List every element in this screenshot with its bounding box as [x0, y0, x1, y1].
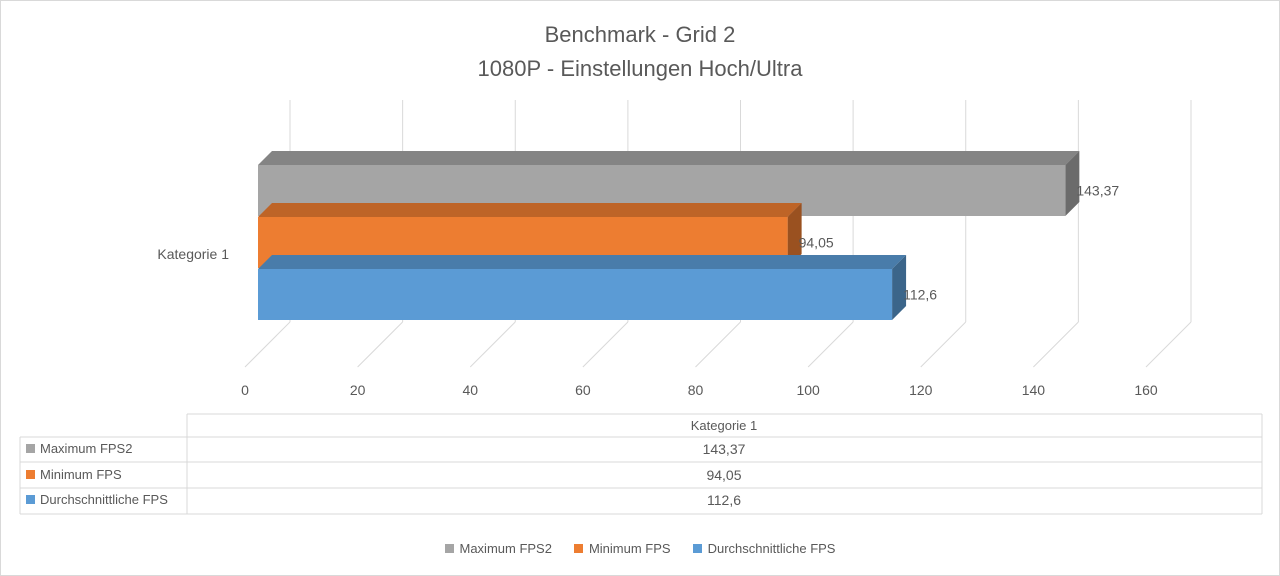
gridline-floor [244, 321, 291, 368]
legend-swatch-icon [26, 444, 35, 453]
legend-item: Durchschnittliche FPS [692, 541, 836, 556]
legend-swatch-icon [26, 470, 35, 479]
chart-title: Benchmark - Grid 2 [544, 22, 736, 47]
table-row-label-text: Minimum FPS [40, 467, 122, 482]
table-row-label-text: Durchschnittliche FPS [40, 492, 168, 507]
x-tick-label: 140 [1022, 382, 1046, 398]
gridline-floor [469, 321, 516, 368]
chart-subtitle: 1080P - Einstellungen Hoch/Ultra [477, 56, 803, 81]
x-tick-label: 0 [241, 382, 249, 398]
chart-legend: Maximum FPS2 Minimum FPS Durchschnittliche… [0, 541, 1280, 556]
x-tick-label: 80 [688, 382, 704, 398]
legend-label: Minimum FPS [588, 541, 671, 556]
gridline-floor [357, 321, 403, 368]
legend-label: Durchschnittliche FPS [707, 541, 836, 556]
table-row-label: Minimum FPS [26, 467, 122, 482]
gridline-floor [695, 321, 741, 368]
bar-side-face [1065, 151, 1080, 216]
table-row-label: Durchschnittliche FPS [26, 492, 168, 507]
table-row-label-text: Maximum FPS2 [40, 441, 133, 456]
x-tick-label: 60 [575, 382, 591, 398]
gridline-floor [920, 321, 967, 368]
bar-top-face [258, 255, 907, 269]
table-cell: 143,37 [703, 441, 746, 457]
data-label: 112,6 [903, 287, 937, 303]
table-row-label: Maximum FPS2 [26, 441, 132, 456]
bar [258, 269, 893, 320]
category-label: Kategorie 1 [157, 246, 229, 262]
bar-side-face [892, 255, 907, 320]
table-cell: 112,6 [707, 492, 741, 508]
gridline-floor [1145, 321, 1192, 368]
gridline-floor [807, 321, 854, 368]
data-label: 143,37 [1076, 183, 1119, 199]
x-tick-label: 120 [909, 382, 933, 398]
x-tick-label: 160 [1134, 382, 1158, 398]
x-tick-label: 100 [796, 382, 820, 398]
bar-top-face [258, 203, 802, 217]
legend-label: Maximum FPS2 [459, 541, 552, 556]
bar-side-face [787, 203, 802, 268]
legend-swatch-icon [573, 544, 583, 553]
x-tick-label: 20 [350, 382, 366, 398]
gridline-floor [1033, 321, 1079, 368]
legend-swatch-icon [444, 544, 454, 553]
legend-swatch-icon [26, 495, 35, 504]
legend-swatch-icon [692, 544, 702, 553]
x-tick-label: 40 [462, 382, 478, 398]
data-label: 94,05 [799, 235, 834, 251]
legend-item: Maximum FPS2 [444, 541, 552, 556]
legend-item: Minimum FPS [573, 541, 671, 556]
bar-top-face [258, 151, 1080, 165]
gridline-floor [582, 321, 629, 368]
table-header: Kategorie 1 [691, 418, 758, 433]
table-cell: 94,05 [706, 467, 741, 483]
